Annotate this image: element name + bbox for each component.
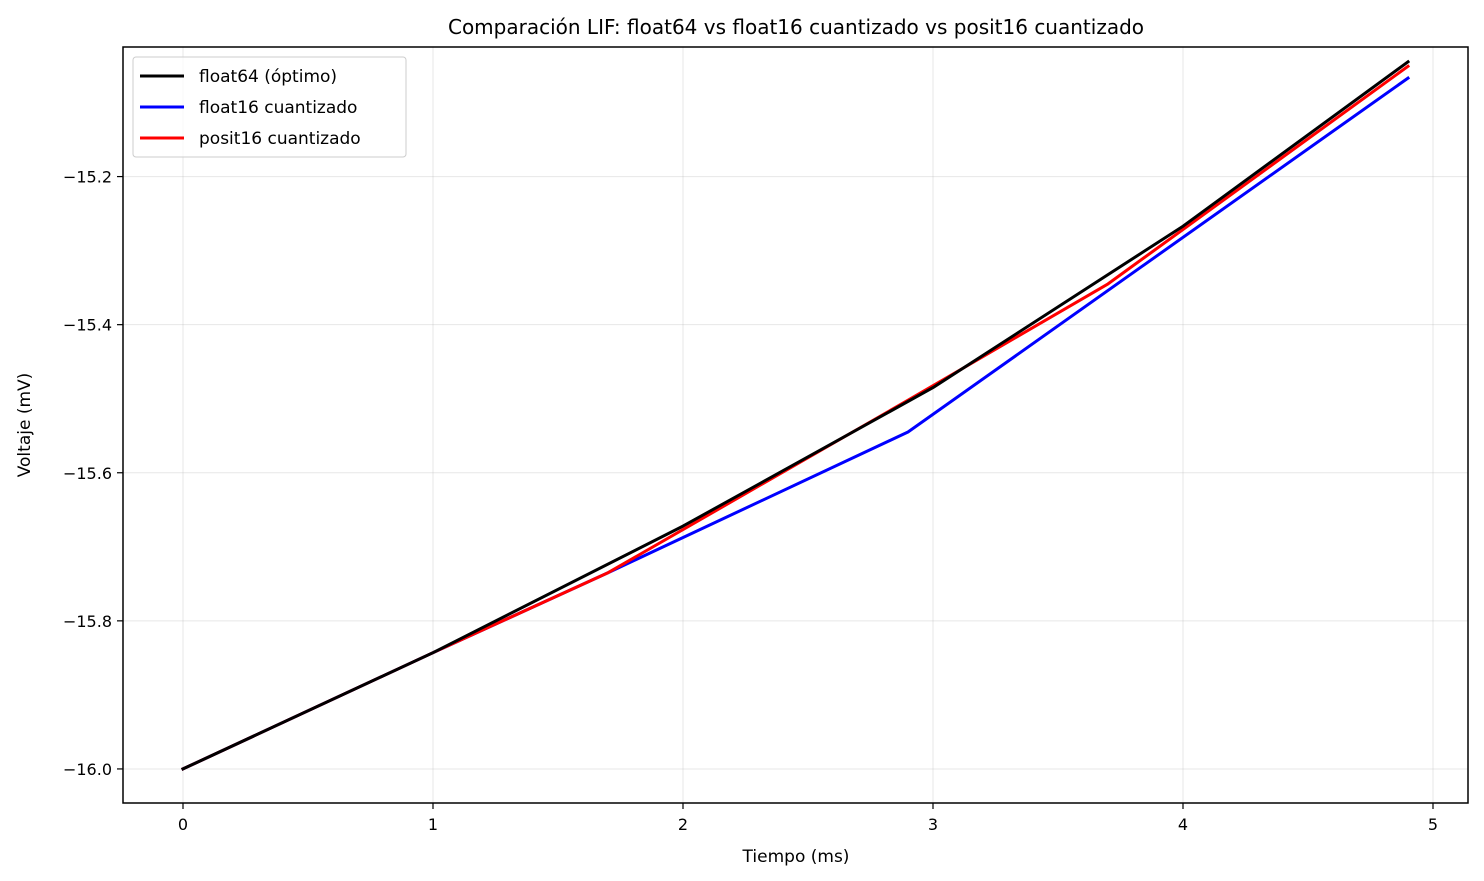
legend-label-float64: float64 (óptimo) [199,67,337,87]
legend-frame [132,56,407,158]
x-tick-label: 3 [928,815,938,834]
y-tick-label: −15.8 [63,612,112,631]
legend-label-posit16: posit16 cuantizado [199,129,361,149]
grid [123,47,1468,803]
y-axis-label: Voltaje (mV) [15,373,35,478]
y-tick-label: −15.2 [63,168,112,187]
series-line-float64 [181,59,1411,771]
chart-title: Comparación LIF: float64 vs float16 cuan… [448,15,1144,39]
x-tick-label: 5 [1428,815,1438,834]
plot-area-frame [122,46,1469,804]
x-tick-label: 2 [678,815,688,834]
legend-label-float16: float16 cuantizado [199,98,357,118]
x-axis-label: Tiempo (ms) [742,847,850,867]
y-tick-label: −15.4 [63,316,112,335]
x-tick-label: 0 [178,815,188,834]
y-tick-label: −16.0 [63,760,112,779]
x-tick-label: 4 [1178,815,1188,834]
legend: float64 (óptimo) float16 cuantizado posi… [132,56,407,158]
axis-ticks: 0 1 2 3 4 5 −16.0 −15.8 −15.6 −15.4 −15.2 [63,168,1438,834]
plot-series [181,59,1411,771]
y-tick-label: −15.6 [63,464,112,483]
x-tick-label: 1 [428,815,438,834]
